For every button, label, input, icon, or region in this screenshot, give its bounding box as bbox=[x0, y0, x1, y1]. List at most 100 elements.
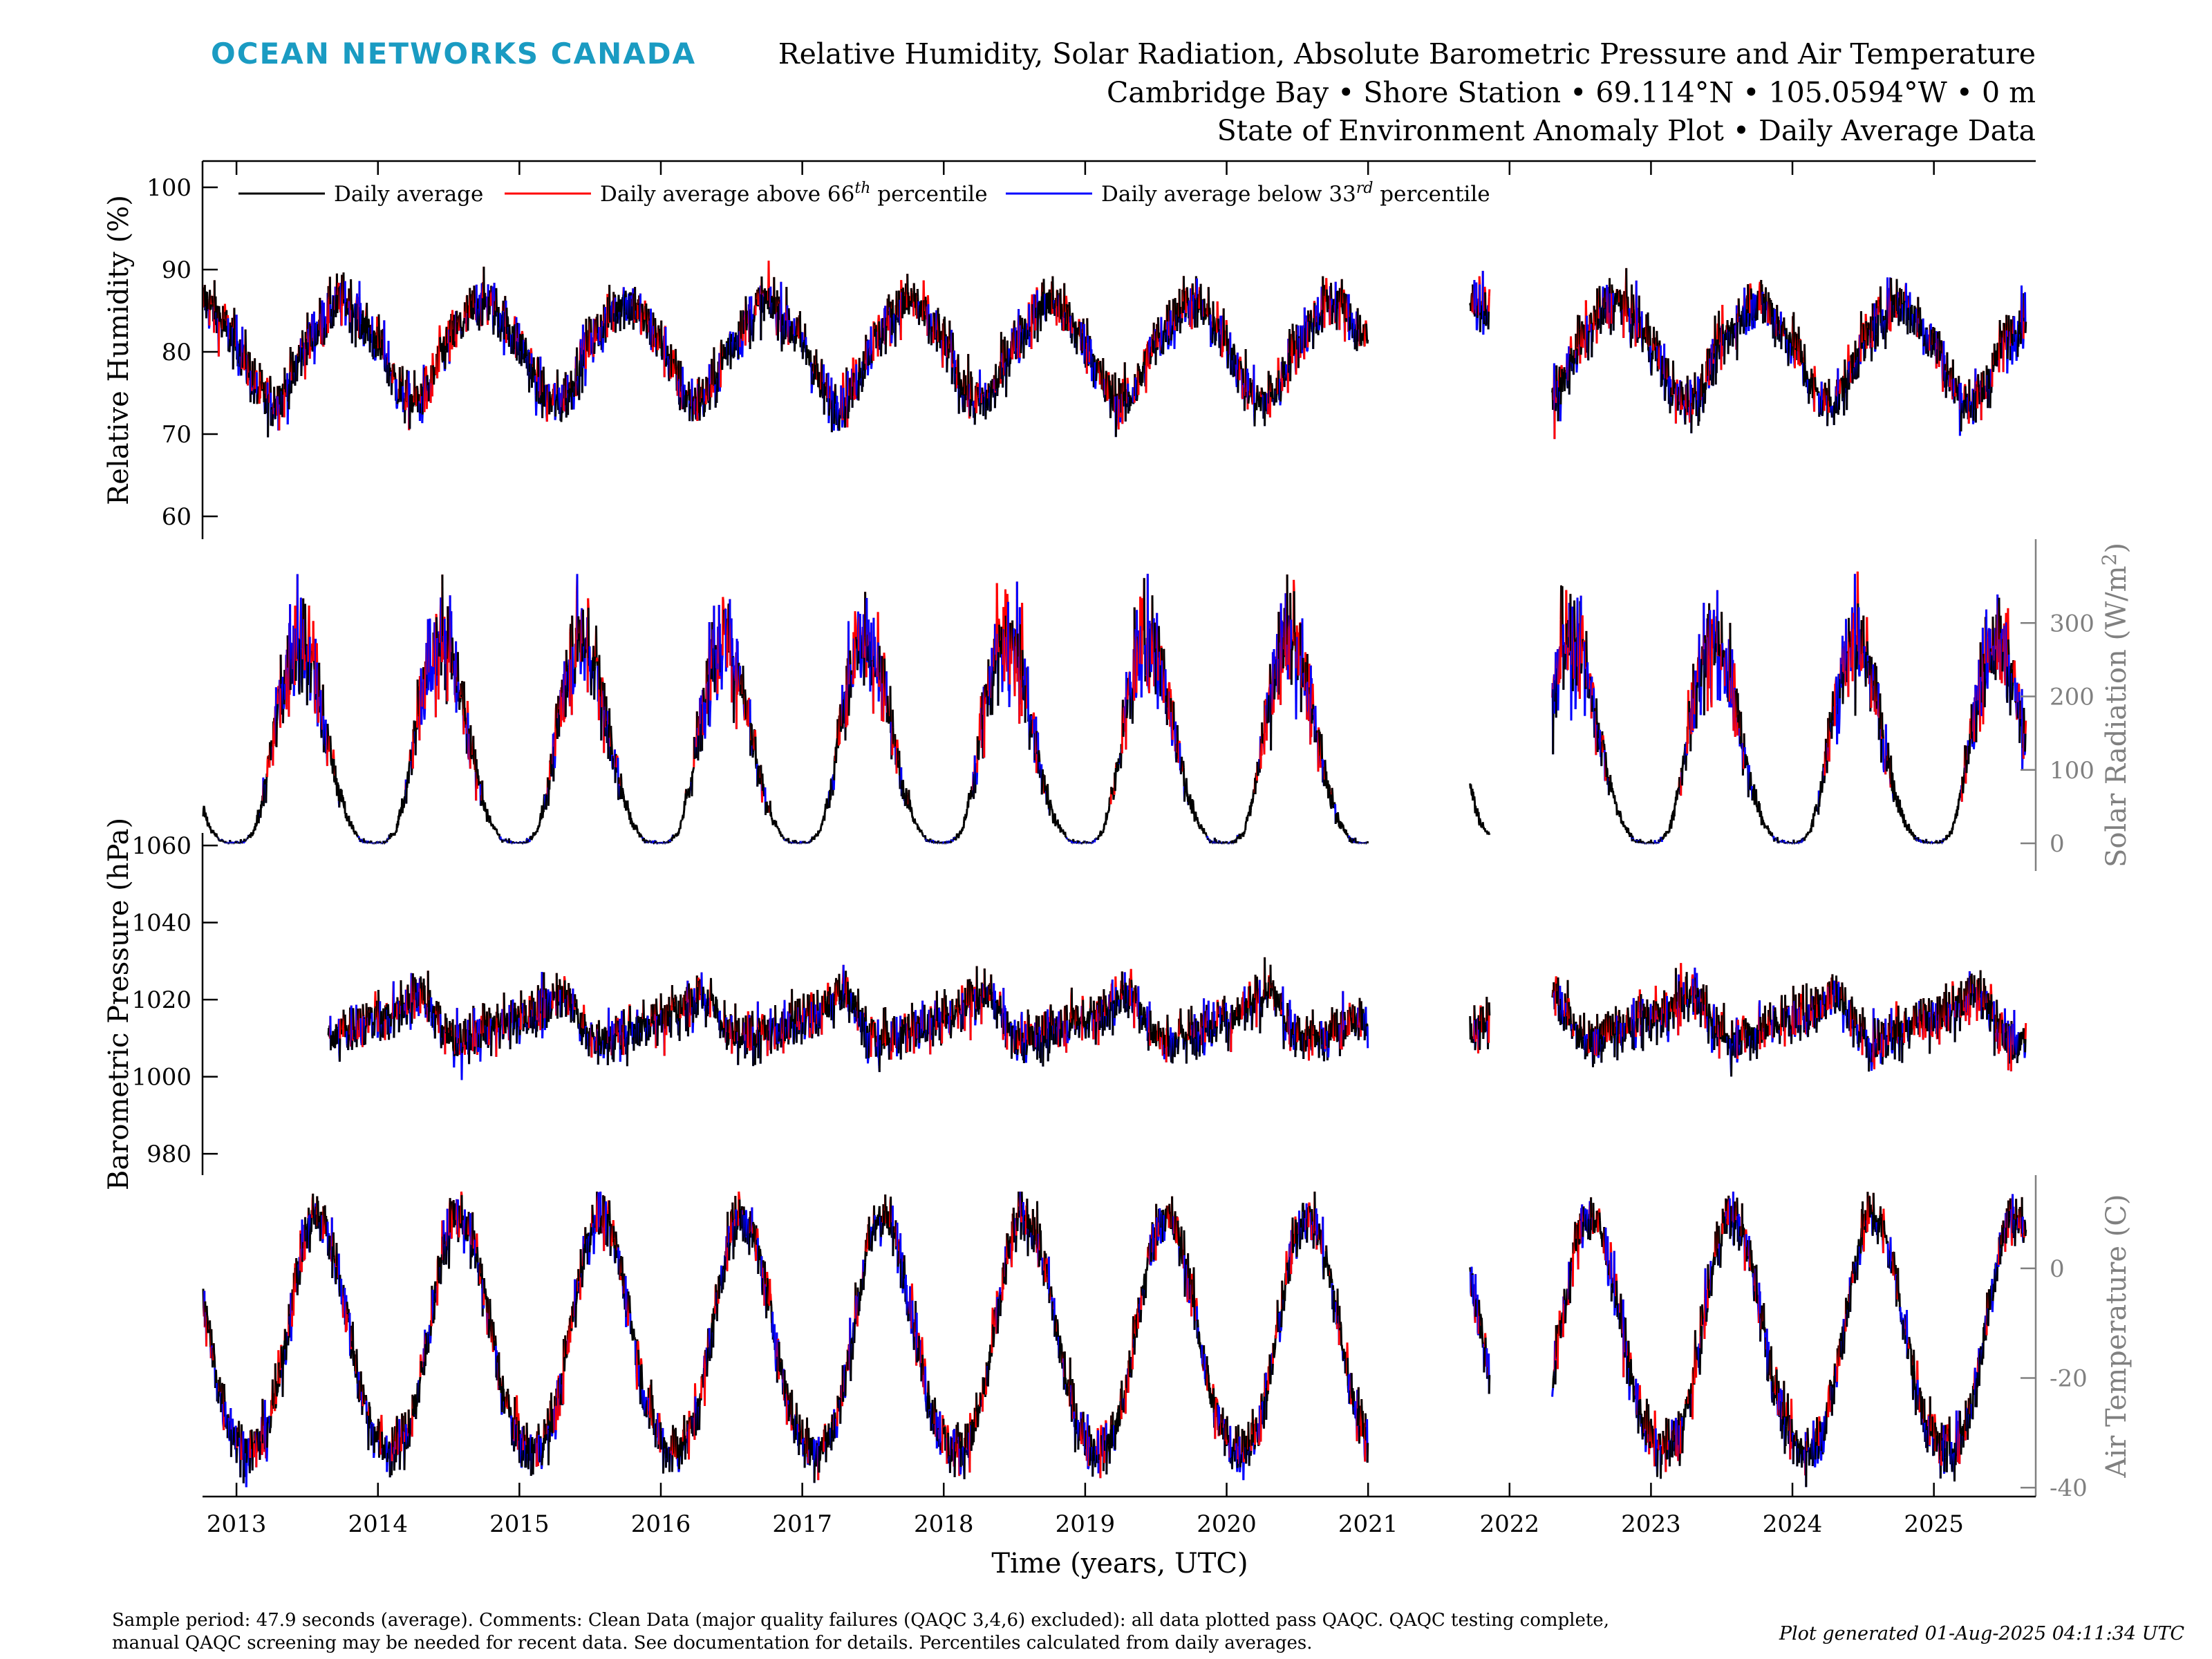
humidity-series-segment bbox=[1041, 306, 1044, 316]
humidity-series-segment bbox=[1078, 319, 1081, 322]
humidity-series-segment bbox=[417, 398, 420, 413]
humidity-series-segment bbox=[300, 360, 303, 376]
humidity-series-segment bbox=[997, 380, 1000, 388]
humidity-series-segment bbox=[453, 344, 456, 346]
humidity-series-segment bbox=[1203, 298, 1206, 312]
humidity-series-segment bbox=[1576, 348, 1579, 365]
humidity-series-segment bbox=[733, 346, 736, 357]
humidity-series-segment bbox=[554, 416, 557, 420]
humidity-series-segment bbox=[1217, 317, 1219, 319]
humidity-series-segment bbox=[749, 310, 752, 350]
humidity-series-segment bbox=[1216, 301, 1219, 318]
solar-series-segment bbox=[204, 812, 207, 816]
humidity-series-segment bbox=[336, 297, 339, 313]
humidity-series-segment bbox=[781, 314, 785, 317]
humidity-series-segment bbox=[1239, 356, 1242, 362]
humidity-series-segment bbox=[1564, 375, 1566, 391]
humidity-series-segment bbox=[1184, 317, 1187, 322]
humidity-series-segment bbox=[1647, 312, 1650, 350]
solar-series-segment bbox=[443, 616, 446, 619]
humidity-series-segment bbox=[908, 301, 910, 315]
humidity-series-segment bbox=[1035, 287, 1038, 291]
solar-series-segment bbox=[249, 835, 252, 838]
solar-series-segment bbox=[338, 794, 341, 808]
solar-series-segment bbox=[459, 697, 462, 702]
humidity-series-segment bbox=[419, 403, 422, 414]
humidity-series-segment bbox=[765, 301, 767, 304]
solar-series-segment bbox=[329, 735, 332, 748]
humidity-series-segment bbox=[232, 347, 235, 370]
humidity-series-segment bbox=[209, 303, 212, 310]
humidity-series-segment bbox=[1232, 343, 1235, 346]
humidity-series-segment bbox=[2009, 319, 2013, 331]
humidity-series-segment bbox=[1476, 306, 1479, 318]
humidity-series-segment bbox=[1478, 276, 1481, 285]
solar-series-segment bbox=[263, 787, 265, 807]
humidity-series-segment bbox=[233, 308, 236, 330]
humidity-series-segment bbox=[535, 382, 538, 402]
humidity-series-segment bbox=[900, 280, 903, 290]
humidity-series-segment bbox=[578, 366, 581, 400]
humidity-series-segment bbox=[529, 348, 533, 354]
humidity-series-segment bbox=[964, 394, 966, 413]
humidity-series-segment bbox=[1573, 349, 1575, 355]
humidity-series-segment bbox=[374, 357, 377, 361]
solar-series-segment bbox=[462, 681, 466, 709]
humidity-series-segment bbox=[1028, 336, 1031, 347]
humidity-series-segment bbox=[1173, 330, 1176, 349]
humidity-series-segment bbox=[1332, 299, 1335, 301]
humidity-series-segment bbox=[821, 359, 823, 391]
humidity-series-segment bbox=[996, 386, 999, 396]
solar-series-segment bbox=[461, 696, 465, 700]
humidity-series-segment bbox=[785, 320, 787, 324]
humidity-series-segment bbox=[833, 409, 836, 424]
humidity-series-segment bbox=[2011, 345, 2014, 365]
solar-series-segment bbox=[213, 832, 216, 834]
humidity-series-segment bbox=[328, 298, 330, 324]
humidity-series-segment bbox=[506, 316, 509, 319]
humidity-series-segment bbox=[1312, 318, 1315, 330]
humidity-series-segment bbox=[311, 340, 315, 352]
humidity-series-segment bbox=[654, 318, 657, 330]
solar-series-segment bbox=[215, 833, 218, 836]
humidity-series-segment bbox=[1225, 319, 1228, 326]
humidity-series-segment bbox=[2012, 333, 2014, 346]
plot-area bbox=[202, 261, 2027, 1488]
humidity-series-segment bbox=[1758, 285, 1761, 310]
humidity-series-segment bbox=[851, 386, 854, 408]
solar-series-segment bbox=[359, 838, 363, 841]
humidity-series-segment bbox=[1126, 377, 1130, 384]
humidity-series-segment bbox=[2013, 341, 2016, 352]
humidity-series-segment bbox=[1319, 315, 1322, 317]
humidity-series-segment bbox=[495, 288, 498, 308]
humidity-series-segment bbox=[1361, 338, 1364, 341]
humidity-series-segment bbox=[444, 345, 447, 351]
humidity-series-segment bbox=[1594, 312, 1597, 323]
humidity-series-segment bbox=[921, 319, 924, 321]
humidity-series-segment bbox=[623, 294, 626, 312]
humidity-series-segment bbox=[542, 366, 545, 384]
humidity-series-segment bbox=[1874, 334, 1877, 350]
humidity-series-segment bbox=[533, 369, 536, 375]
solar-series-segment bbox=[426, 688, 429, 695]
humidity-series-segment bbox=[521, 330, 524, 335]
humidity-series-segment bbox=[950, 367, 954, 384]
humidity-series-segment bbox=[462, 328, 465, 337]
humidity-series-segment bbox=[1684, 406, 1687, 425]
humidity-series-segment bbox=[1944, 364, 1947, 371]
humidity-series-segment bbox=[1176, 303, 1179, 314]
humidity-series-segment bbox=[981, 387, 984, 394]
humidity-series-segment bbox=[1705, 382, 1707, 390]
humidity-series-segment bbox=[514, 316, 516, 324]
humidity-series-segment bbox=[438, 349, 440, 373]
solar-series-segment bbox=[332, 749, 335, 760]
solar-series-segment bbox=[423, 709, 427, 720]
humidity-series-segment bbox=[1712, 364, 1715, 386]
solar-series-segment bbox=[345, 812, 348, 818]
humidity-series-segment bbox=[1330, 283, 1333, 301]
humidity-series-segment bbox=[641, 303, 644, 313]
humidity-series-segment bbox=[420, 383, 423, 389]
humidity-series-segment bbox=[1483, 310, 1485, 324]
humidity-series-segment bbox=[1676, 379, 1679, 384]
humidity-series-segment bbox=[1306, 347, 1309, 352]
